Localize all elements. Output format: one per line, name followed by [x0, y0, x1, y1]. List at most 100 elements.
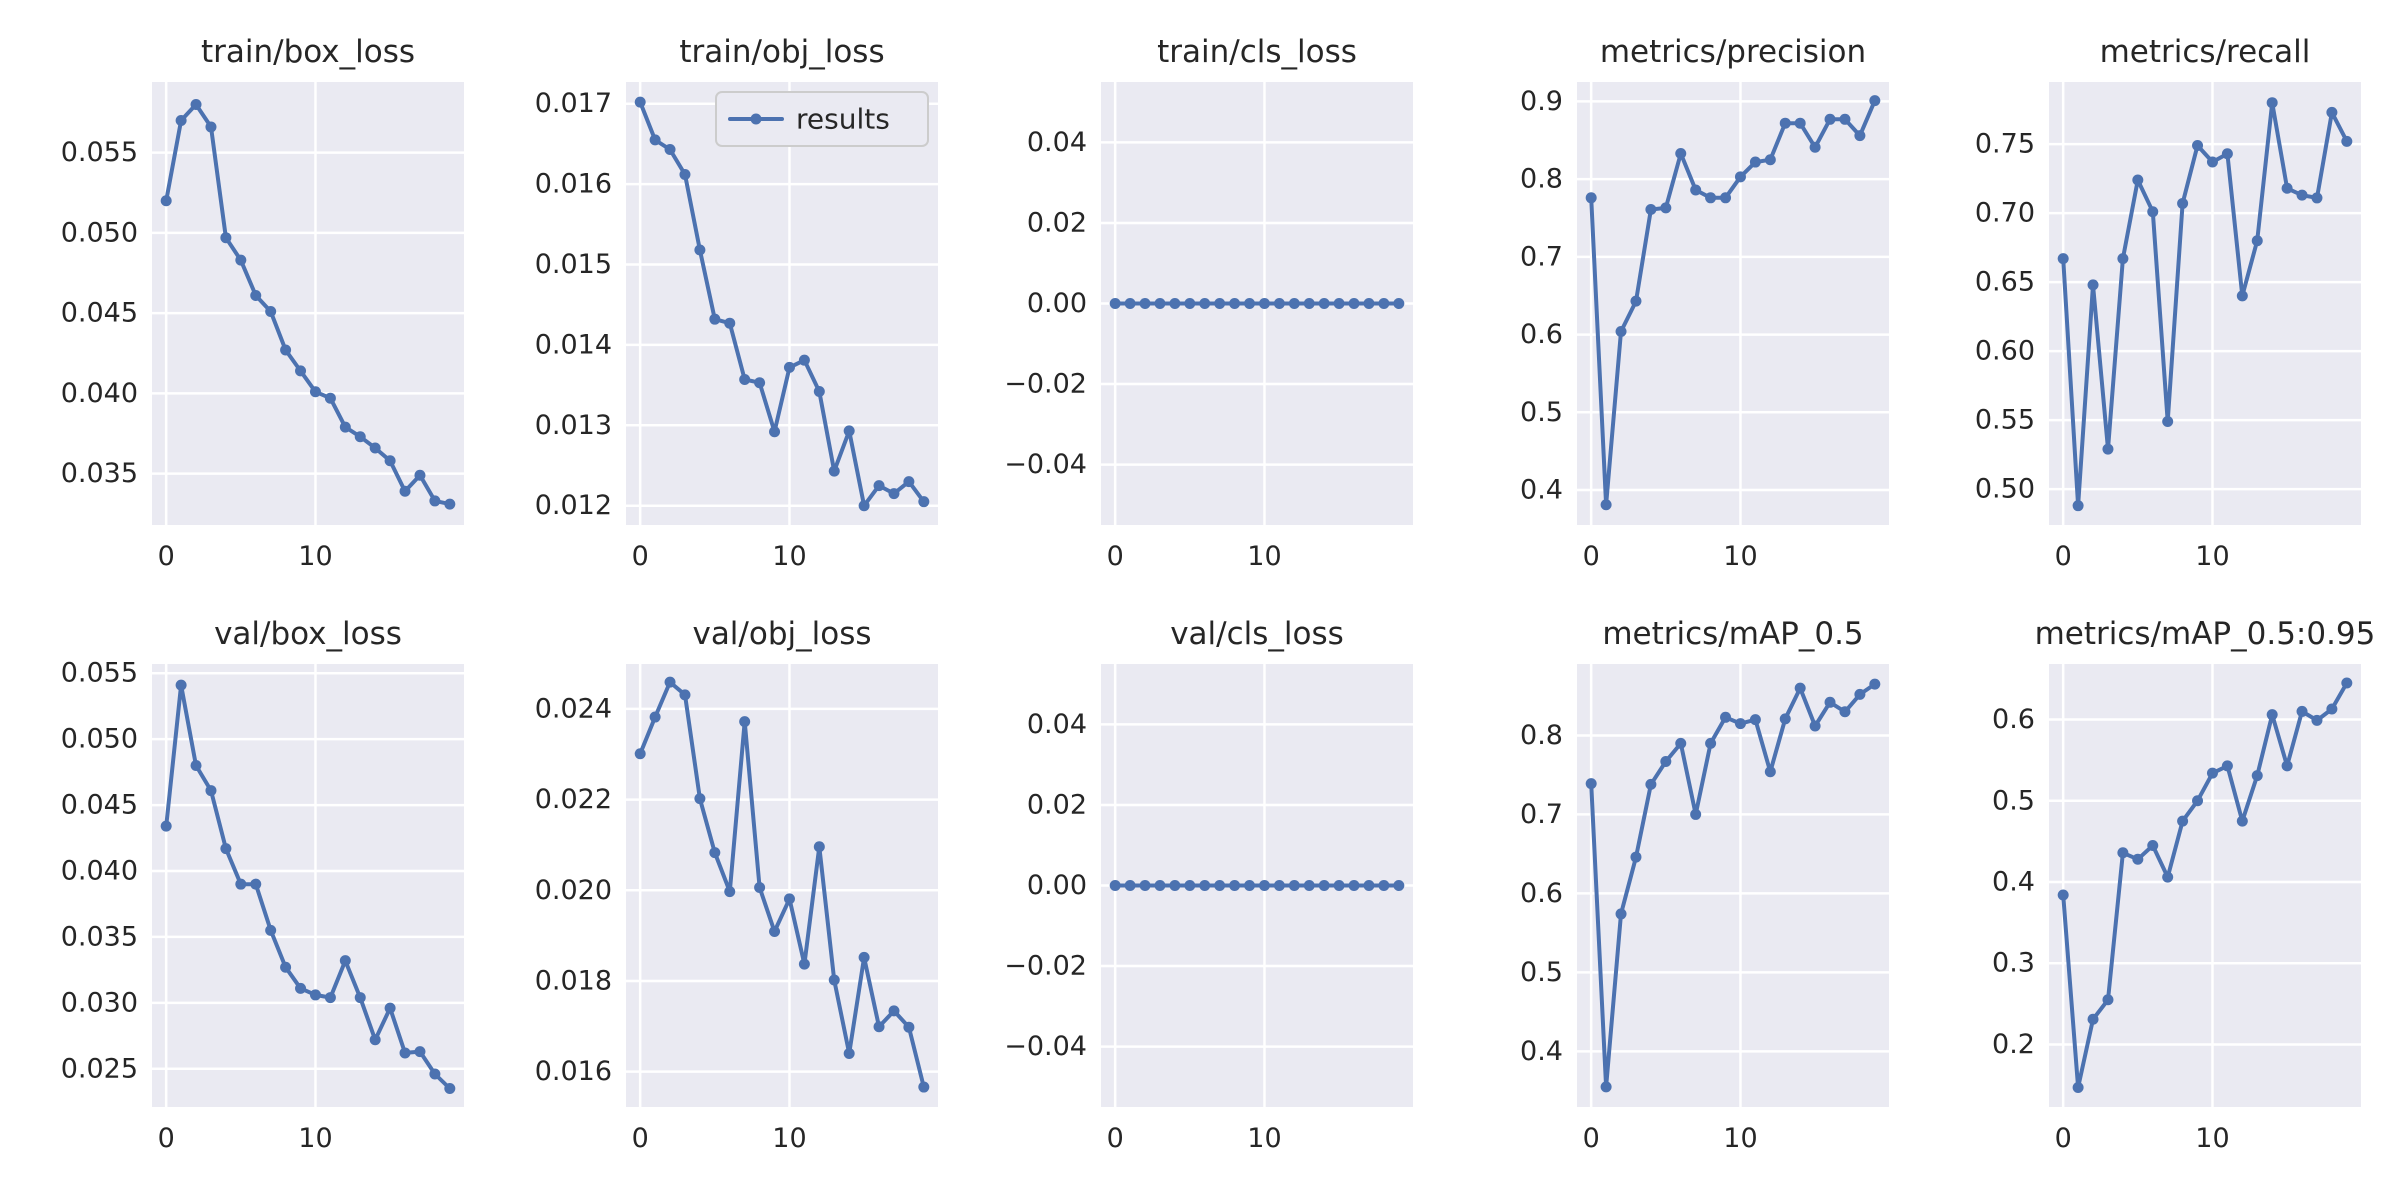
data-point — [354, 992, 366, 1004]
data-point — [414, 469, 426, 481]
data-point — [918, 1081, 930, 1093]
legend: results — [715, 91, 929, 147]
legend-box — [715, 91, 929, 147]
x-tick-label: 0 — [158, 541, 175, 572]
data-point — [2251, 235, 2263, 247]
data-point — [724, 317, 736, 329]
data-point — [1660, 202, 1672, 214]
data-point — [1393, 298, 1405, 309]
data-point — [694, 244, 706, 256]
x-tick-label: 10 — [2195, 541, 2229, 572]
y-tick-label: 0.7 — [1520, 241, 1563, 272]
data-point — [873, 480, 885, 492]
data-point — [1124, 298, 1136, 309]
y-tick-label: 0.015 — [535, 249, 612, 280]
chart-title: metrics/precision — [1600, 34, 1866, 70]
chart-panel-4: 0.50 0.55 0.60 0.65 0.70 0.75 0 10 metrics/recal… — [1975, 34, 2361, 572]
y-tick-label: 0.016 — [535, 1056, 612, 1087]
x-tick-label: 0 — [2055, 1123, 2072, 1154]
data-point — [1273, 880, 1285, 891]
data-point — [1184, 298, 1196, 309]
data-point — [2102, 443, 2114, 455]
data-point — [1615, 908, 1627, 920]
data-point — [1809, 720, 1821, 732]
data-point — [2311, 192, 2323, 204]
data-point — [1288, 880, 1300, 891]
x-tick-label: 0 — [632, 541, 649, 572]
data-point — [354, 431, 366, 443]
y-tick-label: 0.4 — [1520, 1036, 1563, 1067]
data-point — [798, 354, 810, 366]
plot-area — [1577, 664, 1889, 1107]
y-tick-label: 0.050 — [61, 217, 138, 248]
data-point — [918, 496, 930, 508]
y-tick-label: 0.035 — [61, 921, 138, 952]
y-tick-label: 0.013 — [535, 410, 612, 441]
data-point — [2206, 156, 2218, 168]
series-line — [164, 102, 452, 507]
data-point — [1720, 711, 1732, 723]
data-point — [2087, 1013, 2099, 1025]
y-tick-label: 0.75 — [1975, 129, 2035, 160]
x-tick-label: 10 — [298, 1123, 332, 1154]
x-tick-label: 0 — [1107, 1123, 1124, 1154]
plot-area — [152, 82, 464, 525]
data-point — [1749, 156, 1761, 168]
data-point — [160, 820, 172, 832]
data-point — [1199, 880, 1211, 891]
data-point — [1630, 851, 1642, 863]
data-point — [1258, 298, 1270, 309]
data-point — [1839, 113, 1851, 125]
x-tick-label: 10 — [1723, 1123, 1757, 1154]
data-point — [2147, 839, 2159, 851]
data-point — [1333, 298, 1345, 309]
chart-title: train/cls_loss — [1157, 34, 1357, 70]
data-point — [1124, 880, 1136, 891]
data-point — [2177, 197, 2189, 209]
data-point — [1393, 880, 1405, 891]
data-point — [1764, 154, 1776, 166]
data-point — [2177, 815, 2189, 827]
series-line — [164, 683, 452, 1091]
data-point — [250, 878, 262, 890]
y-tick-label: 0.5 — [1992, 785, 2035, 816]
chart-title: val/box_loss — [214, 616, 402, 652]
data-point — [858, 951, 870, 963]
chart-panel-1: 0.012 0.013 0.014 0.015 0.016 0.017 0 10 train/o… — [535, 34, 938, 572]
x-tick-label: 10 — [772, 1123, 806, 1154]
data-point — [709, 313, 721, 325]
data-point — [858, 500, 870, 512]
data-point — [1244, 880, 1256, 891]
data-point — [2341, 677, 2353, 689]
data-point — [235, 878, 247, 890]
data-point — [1169, 880, 1181, 891]
data-point — [1184, 880, 1196, 891]
x-tick-label: 0 — [1583, 541, 1600, 572]
data-point — [399, 485, 411, 497]
data-point — [888, 488, 900, 500]
data-point — [2311, 714, 2323, 726]
data-point — [1348, 880, 1360, 891]
y-tick-label: 0.00 — [1027, 288, 1087, 319]
data-point — [813, 386, 825, 398]
data-point — [1333, 880, 1345, 891]
data-point — [1378, 298, 1390, 309]
y-tick-label: 0.6 — [1992, 704, 2035, 735]
data-point — [1109, 298, 1121, 309]
chart-panel-0: 0.035 0.040 0.045 0.050 0.055 0 10 train/box_lo… — [61, 34, 464, 572]
y-tick-label: 0.024 — [535, 693, 612, 724]
data-point — [384, 455, 396, 467]
y-tick-label: 0.4 — [1520, 475, 1563, 506]
data-point — [2251, 770, 2263, 782]
data-point — [160, 195, 172, 207]
data-point — [324, 992, 336, 1004]
y-tick-label: 0.8 — [1520, 720, 1563, 751]
data-point — [280, 344, 292, 356]
y-tick-label: 0.60 — [1975, 336, 2035, 367]
plot-area — [626, 82, 938, 525]
data-point — [1734, 718, 1746, 730]
plot-area — [2049, 664, 2361, 1107]
x-tick-label: 10 — [1247, 1123, 1281, 1154]
data-point — [769, 926, 781, 938]
